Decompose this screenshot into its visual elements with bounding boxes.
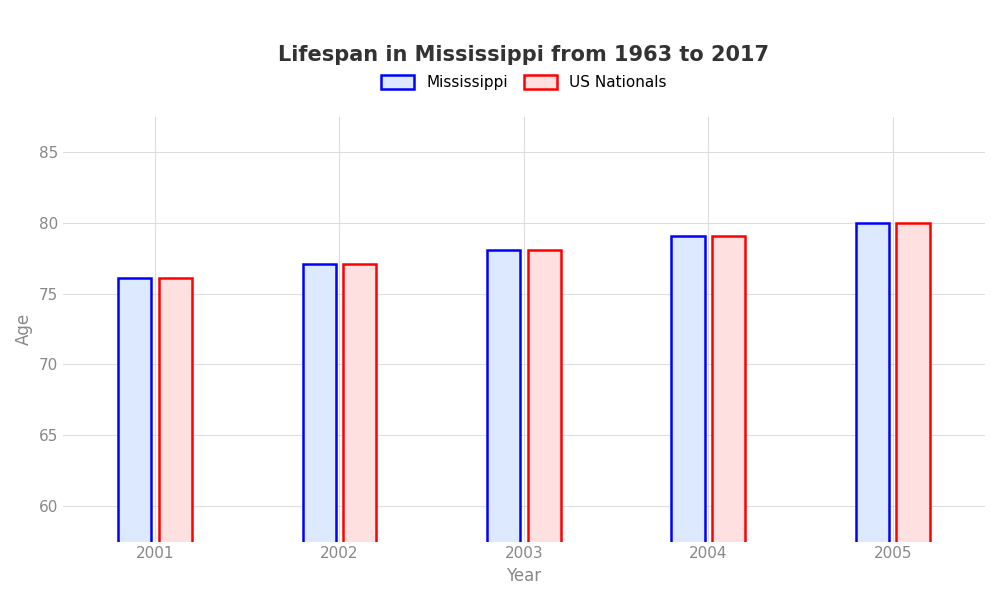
Bar (896, 223, 930, 600)
Bar (343, 264, 376, 600)
Y-axis label: Age: Age (15, 313, 33, 345)
Bar (303, 264, 336, 600)
Bar (159, 278, 192, 600)
Bar (712, 236, 745, 600)
Bar (856, 223, 889, 600)
Bar (487, 250, 520, 600)
Bar (528, 250, 561, 600)
Title: Lifespan in Mississippi from 1963 to 2017: Lifespan in Mississippi from 1963 to 201… (278, 45, 769, 65)
X-axis label: Year: Year (506, 567, 541, 585)
Legend: Mississippi, US Nationals: Mississippi, US Nationals (375, 69, 673, 96)
Bar (671, 236, 705, 600)
Bar (118, 278, 151, 600)
